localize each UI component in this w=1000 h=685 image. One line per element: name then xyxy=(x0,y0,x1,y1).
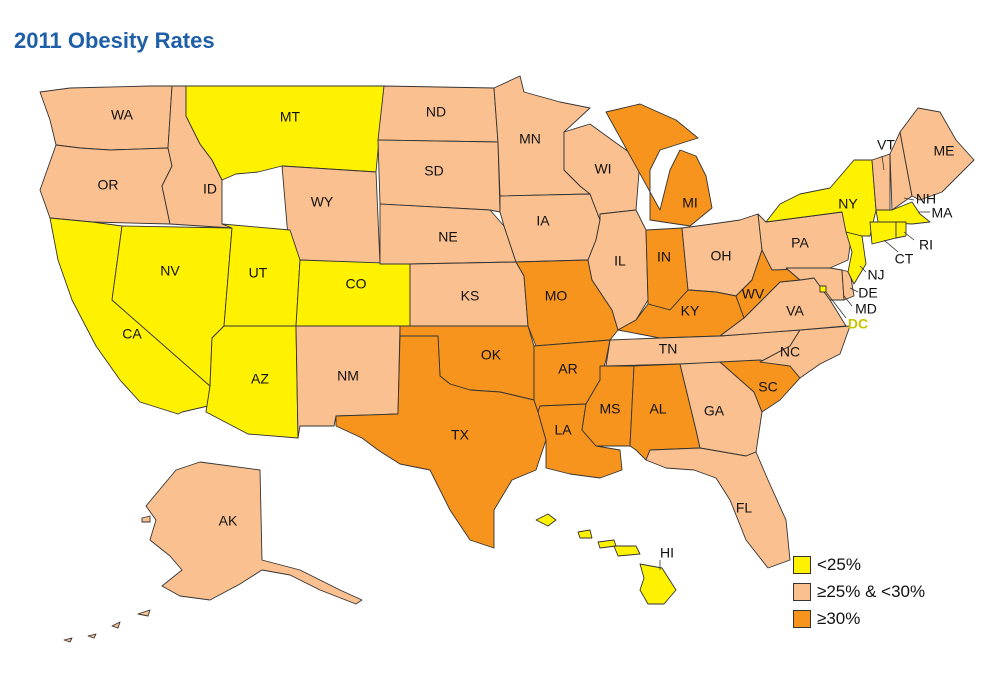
state-AK-islands xyxy=(63,515,151,643)
leader-VT xyxy=(881,155,885,171)
label-WY: WY xyxy=(311,194,334,210)
legend-swatch-mid xyxy=(793,582,811,601)
label-SD: SD xyxy=(424,163,443,179)
label-UT: UT xyxy=(249,265,268,281)
state-DC xyxy=(819,285,827,293)
label-VA: VA xyxy=(786,303,804,319)
label-MS: MS xyxy=(600,401,621,417)
leader-RI xyxy=(903,231,915,241)
label-WV: WV xyxy=(742,286,765,302)
label-NH: NH xyxy=(916,191,936,207)
leader-DC xyxy=(825,291,847,319)
label-MN: MN xyxy=(519,131,541,147)
label-OK: OK xyxy=(481,347,502,363)
label-MT: MT xyxy=(280,109,301,125)
state-DE xyxy=(841,269,855,301)
label-ID: ID xyxy=(203,181,217,197)
label-CA: CA xyxy=(122,326,142,342)
label-PA: PA xyxy=(791,235,809,251)
state-TX xyxy=(335,335,547,549)
legend-swatch-low xyxy=(793,555,811,574)
label-DE: DE xyxy=(858,285,877,301)
leader-NJ xyxy=(859,265,867,273)
label-DC: DC xyxy=(848,316,868,332)
label-TN: TN xyxy=(659,341,678,357)
state-RI xyxy=(895,221,907,239)
label-GA: GA xyxy=(704,403,725,419)
state-FL xyxy=(645,447,791,569)
label-NY: NY xyxy=(838,196,858,212)
state-ME xyxy=(899,107,975,201)
leader-NH xyxy=(903,197,915,201)
state-SD xyxy=(377,139,501,213)
label-CT: CT xyxy=(895,251,914,267)
label-IA: IA xyxy=(536,213,550,229)
state-IA xyxy=(499,193,601,263)
label-FL: FL xyxy=(736,500,753,516)
leader-CT xyxy=(883,239,899,253)
legend-label-high: ≥30% xyxy=(817,608,861,628)
state-NC xyxy=(759,325,851,379)
state-AK xyxy=(145,461,363,605)
leader-lines xyxy=(659,155,930,570)
legend: <25% ≥25% & <30% ≥30% xyxy=(793,553,925,634)
leader-MD xyxy=(843,295,853,307)
legend-label-mid: ≥25% & <30% xyxy=(817,581,926,601)
state-MI xyxy=(605,103,713,227)
label-AK: AK xyxy=(219,513,238,529)
label-MO: MO xyxy=(545,288,568,304)
label-IL: IL xyxy=(614,253,626,269)
leader-DE xyxy=(849,287,859,293)
label-HI: HI xyxy=(660,545,674,561)
map-title: 2011 Obesity Rates xyxy=(14,28,215,53)
label-NC: NC xyxy=(780,344,800,360)
legend-label-low: <25% xyxy=(817,554,861,574)
state-MD xyxy=(785,267,845,301)
state-WA xyxy=(39,85,173,151)
label-OR: OR xyxy=(98,177,119,193)
label-NV: NV xyxy=(160,263,180,279)
label-WA: WA xyxy=(111,107,134,123)
label-MI: MI xyxy=(682,195,698,211)
label-AZ: AZ xyxy=(251,371,269,387)
label-KY: KY xyxy=(681,303,700,319)
label-NE: NE xyxy=(438,229,457,245)
legend-swatch-high xyxy=(793,609,811,628)
legend-item-high: ≥30% xyxy=(793,607,925,630)
label-ME: ME xyxy=(934,143,955,159)
label-TX: TX xyxy=(451,427,470,443)
label-CO: CO xyxy=(346,276,367,292)
legend-item-low: <25% xyxy=(793,553,925,576)
label-KS: KS xyxy=(461,288,480,304)
label-AL: AL xyxy=(649,401,666,417)
state-CT xyxy=(869,221,897,245)
state-IL xyxy=(587,209,649,331)
label-VT: VT xyxy=(877,137,895,153)
label-NJ: NJ xyxy=(867,267,884,283)
label-WI: WI xyxy=(594,161,611,177)
label-ND: ND xyxy=(426,104,446,120)
legend-item-mid: ≥25% & <30% xyxy=(793,580,925,603)
label-AR: AR xyxy=(558,361,577,377)
state-HI xyxy=(535,513,677,605)
label-RI: RI xyxy=(919,237,933,253)
label-MD: MD xyxy=(855,301,877,317)
label-SC: SC xyxy=(758,379,777,395)
state-CO xyxy=(295,259,411,327)
label-OH: OH xyxy=(711,248,732,264)
label-MA: MA xyxy=(932,205,954,221)
label-LA: LA xyxy=(554,422,572,438)
label-NM: NM xyxy=(337,368,359,384)
label-IN: IN xyxy=(657,249,671,265)
